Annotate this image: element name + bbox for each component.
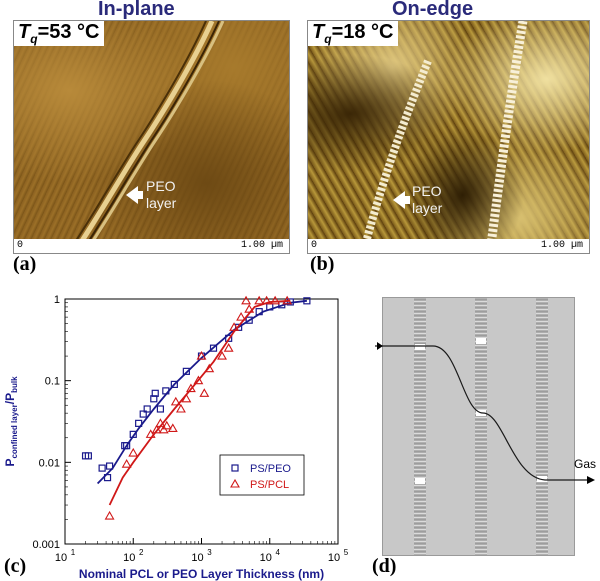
x-tick-label: 10 [260,552,272,564]
legend-marker [230,478,240,488]
x-axis-label: Nominal PCL or PEO Layer Thickness (nm) [79,567,324,581]
scale-bar-a: 0 1.00 µm [14,239,289,253]
data-point-ps-pcl [241,295,252,305]
afm-image-in-plane: Tq=53 °C PEO layer 0 1.00 µm [13,20,290,254]
diagram-layer [536,298,548,555]
x-tick-exponent: 2 [139,548,144,557]
gas-label: Gas [574,457,597,471]
plot-frame [64,298,339,545]
data-point-ps-peo [286,298,294,306]
x-tick-exponent: 3 [207,548,212,557]
legend-label: PS/PEO [250,463,291,475]
afm-image-on-edge: Tq=18 °C PEO layer 0 1.00 µm [307,20,590,254]
panel-label-a: (a) [13,253,37,275]
data-point-ps-pcl [223,343,234,352]
gas-path-diagram [375,297,595,556]
data-point-ps-pcl [254,295,265,305]
legend-box [219,454,305,496]
data-point-ps-pcl [199,388,210,397]
data-point-ps-pcl [121,459,132,468]
data-point-ps-peo [84,452,92,460]
data-point-ps-pcl [270,295,281,305]
data-point-ps-pcl [170,396,181,406]
data-point-ps-peo [209,344,218,352]
data-point-ps-pcl [193,375,204,385]
data-point-ps-pcl [145,429,156,438]
peo-layer-stripes-b [359,21,528,253]
arrow-icon [393,191,405,209]
y-tick-label: 0.001 [32,539,60,551]
x-tick-exponent: 1 [71,548,76,557]
data-point-ps-peo [139,410,147,418]
data-point-ps-pcl [155,418,166,427]
x-tick-label: 10 [328,552,340,564]
data-point-ps-pcl [229,322,240,331]
peo-layer-stripe-a [67,21,225,253]
data-point-ps-peo [103,474,112,482]
data-point-ps-peo [255,308,263,316]
data-point-ps-peo [170,380,178,389]
legend-label: PS/PCL [250,479,289,491]
data-point-ps-pcl [167,423,178,432]
panel-label-c: (c) [4,555,27,577]
panel-label-b: (b) [310,253,335,275]
data-point-ps-pcl [204,363,215,373]
permeability-chart: 10 1 10 2 10 3 10 4 10 5 0.001 0.01 0.1 1 Nominal PCL … [3,294,349,581]
data-point-ps-pcl [176,403,186,413]
data-point-ps-peo [123,442,131,450]
data-point-ps-pcl [282,295,293,305]
gas-path [375,342,595,484]
x-tick-exponent: 4 [276,548,281,557]
data-point-ps-peo [135,419,143,427]
panel-a-title: In-plane [98,0,175,20]
diagram-layer [414,298,426,555]
y-tick-label: 0.1 [45,376,60,388]
peo-annotation-b: PEO layer [412,183,443,216]
x-tick-label: 10 [123,552,135,564]
diagram-layer [475,298,487,555]
tq-label-a: Tq=53 °C [14,21,104,46]
y-tick-label: 0.01 [39,457,60,469]
data-point-ps-peo [143,405,151,413]
x-tick-exponent: 5 [344,548,349,557]
data-point-ps-peo [182,367,190,375]
data-point-ps-peo [245,316,253,324]
legend-marker [231,464,239,472]
y-tick-label: 1 [54,294,60,306]
data-point-ps-pcl [151,424,162,434]
y-axis-label: Pconfined layer/Pbulk [3,376,19,467]
data-point-ps-peo [162,387,170,395]
data-point-ps-peo [303,297,311,305]
scale-bar-b: 0 1.00 µm [308,239,589,253]
data-point-ps-peo [129,430,137,438]
data-point-ps-pcl [217,350,227,360]
data-point-ps-pcl [261,295,272,305]
data-point-ps-pcl [128,447,139,457]
peo-annotation-a: PEO layer [146,178,177,211]
data-point-ps-peo [156,405,165,413]
tq-label-b: Tq=18 °C [308,21,398,46]
data-point-ps-pcl [104,510,115,520]
data-point-ps-peo [98,464,106,472]
x-tick-label: 10 [191,552,203,564]
data-point-ps-peo [105,462,114,470]
data-point-ps-peo [225,334,233,342]
x-tick-label: 10 [55,552,67,564]
data-point-ps-peo [151,389,159,397]
data-point-ps-pcl [196,350,207,360]
arrow-icon [126,186,138,204]
data-point-ps-pcl [161,420,172,430]
panel-label-d: (d) [372,555,397,577]
data-point-ps-pcl [236,312,247,321]
data-point-ps-pcl [181,393,192,403]
data-point-ps-pcl [244,304,255,313]
data-point-ps-pcl [185,383,196,393]
panel-b-title: On-edge [392,0,474,20]
